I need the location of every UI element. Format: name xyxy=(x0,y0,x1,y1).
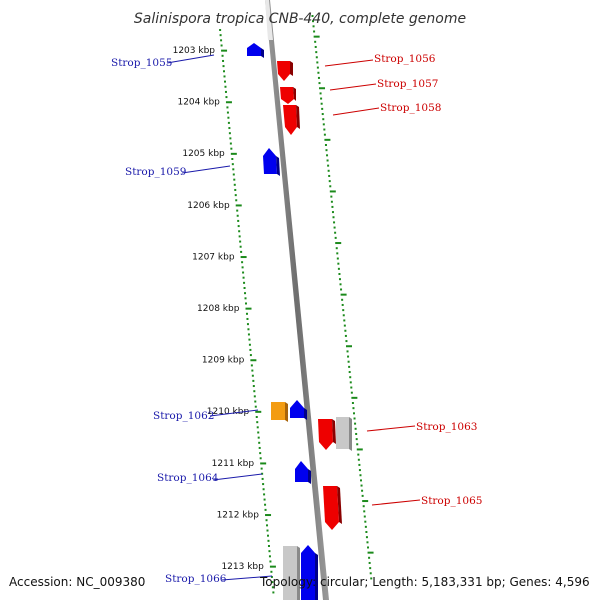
gene-label-strop-1056[interactable]: Strop_1056 xyxy=(374,53,436,65)
gene-glyphs xyxy=(247,43,352,600)
genome-summary-text: Topology: circular; Length: 5,183,331 bp… xyxy=(259,575,590,589)
gene-grey-1210[interactable] xyxy=(336,417,349,449)
gene-grey-1213-shade xyxy=(297,546,300,600)
gene-blue-1210[interactable] xyxy=(290,400,304,418)
genome-backbone xyxy=(265,0,329,600)
kbp-scale: 1203 kbp 1204 kbp 1205 kbp 1206 kbp 1207 kbp… xyxy=(173,46,265,572)
gene-strop-1063-shade xyxy=(332,419,336,444)
gene-strop-1064-shade xyxy=(308,469,311,484)
genome-backbone-highlight xyxy=(265,0,273,40)
gene-label-strop-1055[interactable]: Strop_1055 xyxy=(111,57,172,69)
gene-grey-1210-shade xyxy=(349,417,352,451)
gene-label-strop-1064[interactable]: Strop_1064 xyxy=(157,472,219,484)
gene-strop-1057-shade xyxy=(293,87,296,101)
gene-strop-1062-shade xyxy=(285,402,288,422)
genome-title: Salinispora tropica CNB-440, complete ge… xyxy=(134,11,466,27)
kbp-label: 1209 kbp xyxy=(202,356,245,366)
kbp-label: 1212 kbp xyxy=(217,510,260,520)
gene-strop-1055-shade xyxy=(261,48,264,58)
gene-strop-1059[interactable] xyxy=(263,148,277,174)
kbp-label: 1208 kbp xyxy=(197,304,240,314)
gene-label-strop-1066[interactable]: Strop_1066 xyxy=(165,573,227,585)
kbp-label: 1204 kbp xyxy=(177,98,220,108)
gene-strop-1058[interactable] xyxy=(283,105,297,135)
gene-strop-1056-shade xyxy=(290,61,293,76)
gene-strop-1056[interactable] xyxy=(277,61,290,81)
gene-strop-1062[interactable] xyxy=(271,402,285,420)
tick-marks xyxy=(219,15,374,594)
gene-strop-1065-shade xyxy=(337,486,342,524)
gene-label-strop-1059[interactable]: Strop_1059 xyxy=(125,166,186,178)
gene-strop-1059-shade xyxy=(276,156,280,176)
gene-strop-1066-shade xyxy=(315,553,318,600)
gene-label-strop-1058[interactable]: Strop_1058 xyxy=(380,102,441,114)
gene-grey-1213[interactable] xyxy=(283,546,297,600)
gene-strop-1066[interactable] xyxy=(301,545,315,600)
kbp-label: 1206 kbp xyxy=(187,201,230,211)
gene-strop-1055[interactable] xyxy=(247,43,261,56)
gene-labels: Strop_1055 Strop_1056 Strop_1057 Strop_1… xyxy=(111,53,482,585)
kbp-label: 1207 kbp xyxy=(192,252,235,262)
gene-strop-1058-shade xyxy=(296,105,300,129)
kbp-label: 1210 kbp xyxy=(207,407,250,417)
label-leaders xyxy=(166,54,421,581)
gene-strop-1057[interactable] xyxy=(280,87,294,104)
gene-label-strop-1065[interactable]: Strop_1065 xyxy=(421,495,482,507)
gene-strop-1065[interactable] xyxy=(323,486,339,530)
gene-strop-1064[interactable] xyxy=(295,461,308,482)
gene-label-strop-1057[interactable]: Strop_1057 xyxy=(377,78,438,90)
gene-strop-1063[interactable] xyxy=(318,419,333,450)
kbp-label: 1205 kbp xyxy=(182,149,225,159)
gene-blue-1210-shade xyxy=(304,408,307,420)
gene-label-strop-1063[interactable]: Strop_1063 xyxy=(416,421,477,433)
kbp-label: 1211 kbp xyxy=(212,459,255,469)
kbp-label: 1203 kbp xyxy=(173,46,216,56)
accession-text: Accession: NC_009380 xyxy=(9,575,145,589)
kbp-label: 1213 kbp xyxy=(221,562,264,572)
gene-label-strop-1062[interactable]: Strop_1062 xyxy=(153,410,214,422)
